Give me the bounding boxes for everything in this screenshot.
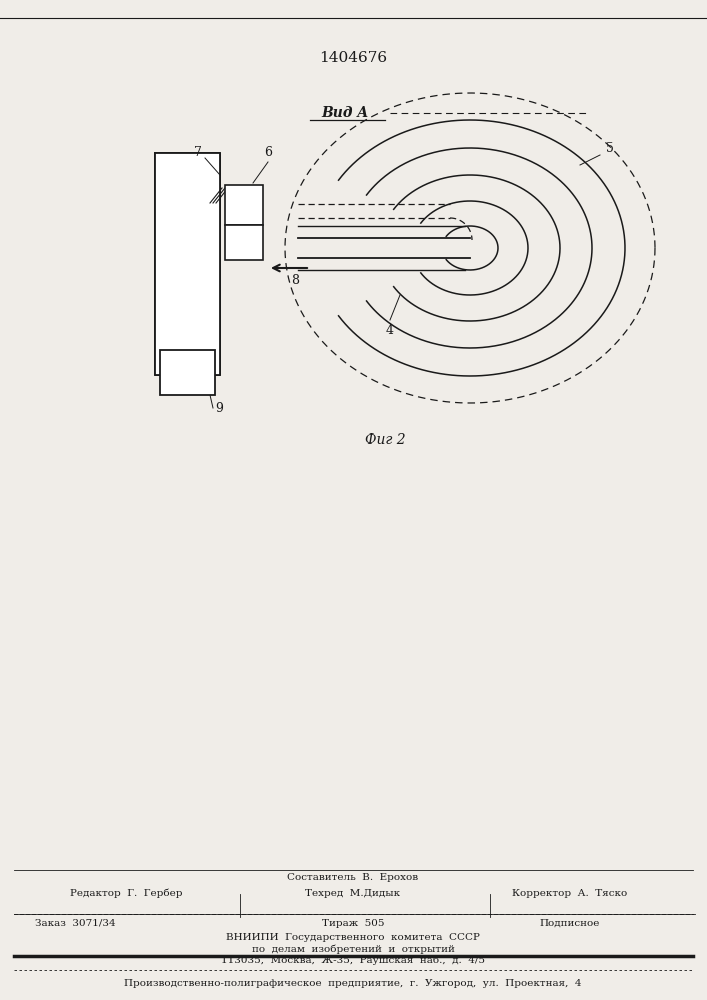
Text: 4: 4	[386, 324, 394, 336]
Text: Заказ  3071/34: Заказ 3071/34	[35, 918, 116, 928]
Text: Техред  М.Дидык: Техред М.Дидык	[305, 888, 401, 898]
Text: Производственно-полиграфическое  предприятие,  г.  Ужгород,  ул.  Проектная,  4: Производственно-полиграфическое предприя…	[124, 980, 582, 988]
Polygon shape	[225, 225, 263, 260]
Text: 1404676: 1404676	[319, 51, 387, 65]
Polygon shape	[225, 185, 263, 225]
Text: 6: 6	[264, 146, 272, 159]
Text: по  делам  изобретений  и  открытий: по делам изобретений и открытий	[252, 944, 455, 954]
Text: Фиг 2: Фиг 2	[365, 433, 405, 447]
Text: Вид A: Вид A	[322, 106, 368, 120]
Text: Корректор  А.  Тяско: Корректор А. Тяско	[513, 888, 628, 898]
Text: Составитель  В.  Ерохов: Составитель В. Ерохов	[288, 872, 419, 882]
Text: 7: 7	[194, 146, 202, 159]
Text: 8: 8	[291, 273, 299, 286]
Text: 113035,  Москва,  Ж-35,  Раушская  наб.,  д.  4/5: 113035, Москва, Ж-35, Раушская наб., д. …	[221, 955, 485, 965]
Text: Редактор  Г.  Гербер: Редактор Г. Гербер	[70, 888, 182, 898]
Text: Тираж  505: Тираж 505	[322, 918, 384, 928]
Polygon shape	[155, 153, 220, 375]
Text: 9: 9	[215, 401, 223, 414]
Polygon shape	[160, 350, 215, 395]
Text: 5: 5	[606, 141, 614, 154]
Text: Подписное: Подписное	[540, 918, 600, 928]
Text: ВНИИПИ  Государственного  комитета  СССР: ВНИИПИ Государственного комитета СССР	[226, 934, 480, 942]
